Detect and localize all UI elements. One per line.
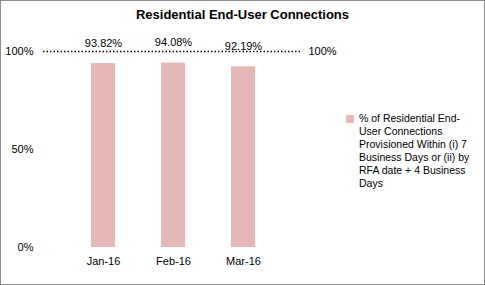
svg-text:Mar-16: Mar-16 xyxy=(226,255,261,267)
svg-text:92.19%: 92.19% xyxy=(225,40,263,52)
svg-text:0%: 0% xyxy=(18,241,34,253)
svg-text:93.82%: 93.82% xyxy=(85,37,123,49)
svg-text:94.08%: 94.08% xyxy=(155,36,193,48)
svg-text:100%: 100% xyxy=(5,45,33,57)
html-text:% of Residential End-User Conn: % of Residential End-User Connections Pr… xyxy=(359,111,470,190)
svg-text:50%: 50% xyxy=(11,143,33,155)
html-text:Residential End-User Connectio: Residential End-User Connections xyxy=(136,7,349,22)
svg-text:Jan-16: Jan-16 xyxy=(87,255,121,267)
svg-text:100%: 100% xyxy=(309,45,337,57)
svg-text:Feb-16: Feb-16 xyxy=(156,255,191,267)
